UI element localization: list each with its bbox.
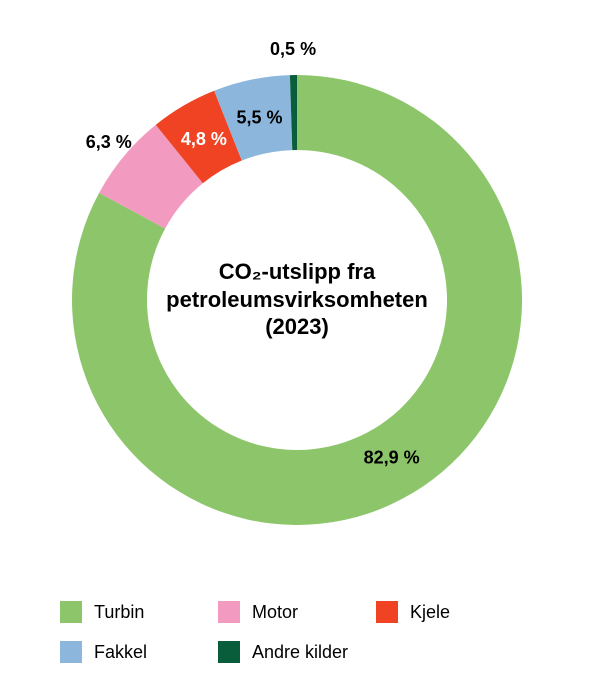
legend-swatch-icon [376, 601, 398, 623]
legend-swatch-icon [60, 641, 82, 663]
legend-label: Andre kilder [252, 642, 348, 663]
legend-item-turbin: Turbin [60, 601, 218, 623]
legend-label: Turbin [94, 602, 144, 623]
legend-label: Fakkel [94, 642, 147, 663]
chart-legend: Turbin Motor Kjele Fakkel Andre kilder [60, 601, 535, 663]
slice-label-andre-kilder: 0,5 % [270, 39, 316, 59]
slice-label-kjele: 4,8 % [181, 129, 227, 149]
legend-item-andre-kilder: Andre kilder [218, 641, 376, 663]
legend-item-kjele: Kjele [376, 601, 534, 623]
donut-chart-svg: 82,9 % 6,3 % 4,8 % 5,5 % 0,5 % [0, 0, 595, 693]
legend-swatch-icon [218, 601, 240, 623]
legend-label: Motor [252, 602, 298, 623]
legend-item-motor: Motor [218, 601, 376, 623]
slice-label-motor: 6,3 % [86, 132, 132, 152]
donut-chart-container: 82,9 %6,3 %4,8 %5,5 %0,5 % CO₂-utslipp f… [0, 0, 595, 693]
legend-item-fakkel: Fakkel [60, 641, 218, 663]
legend-swatch-icon [60, 601, 82, 623]
slice-label-turbin: 82,9 % [364, 448, 420, 468]
slice-label-fakkel: 5,5 % [236, 108, 282, 128]
legend-label: Kjele [410, 602, 450, 623]
legend-swatch-icon [218, 641, 240, 663]
